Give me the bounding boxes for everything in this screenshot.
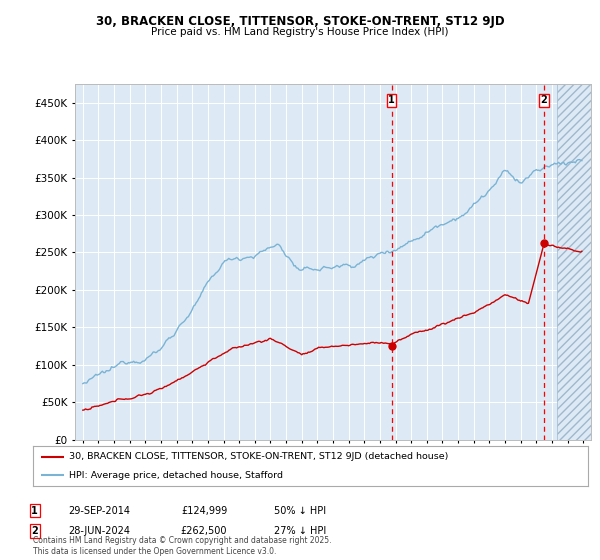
Text: Contains HM Land Registry data © Crown copyright and database right 2025.
This d: Contains HM Land Registry data © Crown c…: [33, 536, 331, 556]
Text: 27% ↓ HPI: 27% ↓ HPI: [274, 526, 326, 536]
Text: £124,999: £124,999: [181, 506, 227, 516]
Text: 29-SEP-2014: 29-SEP-2014: [68, 506, 130, 516]
Text: 30, BRACKEN CLOSE, TITTENSOR, STOKE-ON-TRENT, ST12 9JD (detached house): 30, BRACKEN CLOSE, TITTENSOR, STOKE-ON-T…: [69, 452, 448, 461]
Text: Price paid vs. HM Land Registry's House Price Index (HPI): Price paid vs. HM Land Registry's House …: [151, 27, 449, 38]
Text: £262,500: £262,500: [181, 526, 227, 536]
Text: 2: 2: [31, 526, 38, 536]
Text: 1: 1: [31, 506, 38, 516]
Text: 1: 1: [388, 95, 395, 105]
Text: 30, BRACKEN CLOSE, TITTENSOR, STOKE-ON-TRENT, ST12 9JD: 30, BRACKEN CLOSE, TITTENSOR, STOKE-ON-T…: [95, 15, 505, 28]
Bar: [557, 84, 591, 440]
Text: 50% ↓ HPI: 50% ↓ HPI: [274, 506, 326, 516]
Text: HPI: Average price, detached house, Stafford: HPI: Average price, detached house, Staf…: [69, 471, 283, 480]
Text: 28-JUN-2024: 28-JUN-2024: [68, 526, 130, 536]
Text: 2: 2: [541, 95, 547, 105]
